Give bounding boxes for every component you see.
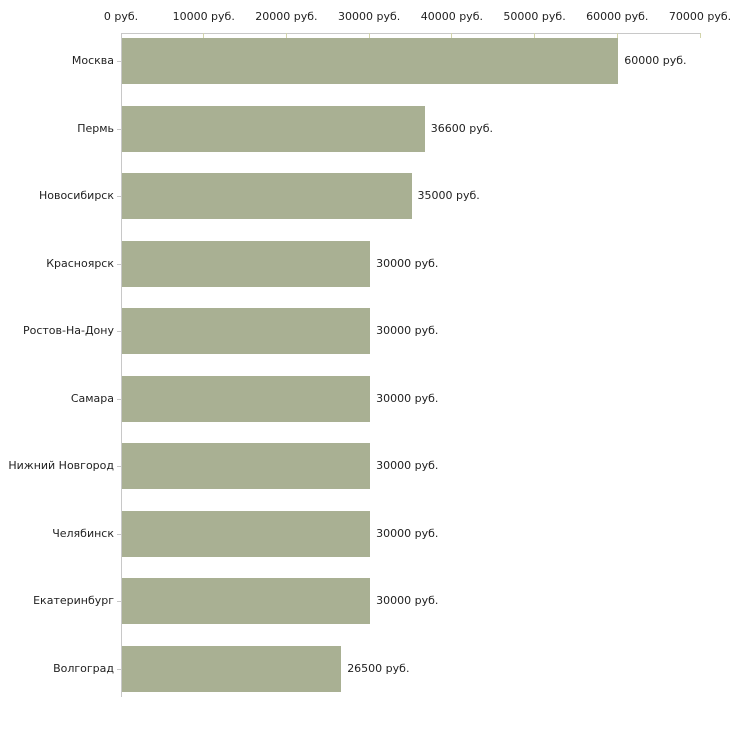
- value-label: 30000 руб.: [376, 324, 439, 337]
- y-tick-mark: [117, 263, 121, 265]
- bar: [122, 308, 371, 354]
- x-tick-mark: [616, 33, 618, 38]
- value-label: 30000 руб.: [376, 391, 439, 405]
- category-label: Волгоград: [53, 661, 114, 675]
- x-tick-mark: [534, 33, 536, 38]
- bar: [122, 240, 371, 287]
- category-label: Екатеринбург: [33, 594, 114, 607]
- x-tick-label: 10000 руб.: [172, 10, 235, 23]
- x-tick-label: 30000 руб.: [338, 10, 401, 23]
- y-tick-mark: [117, 398, 121, 400]
- category-label: Самара: [70, 391, 114, 405]
- category-label: Москва: [71, 54, 114, 67]
- bar: [122, 173, 412, 219]
- y-axis-line: [121, 33, 122, 697]
- y-tick-mark: [117, 533, 121, 535]
- y-tick-mark: [117, 331, 121, 332]
- y-tick-mark: [117, 466, 121, 467]
- value-label: 36600 руб.: [430, 121, 493, 135]
- bar: [122, 510, 371, 557]
- value-label: 30000 руб.: [376, 459, 439, 472]
- bar: [122, 645, 342, 692]
- category-label: Нижний Новгород: [8, 459, 114, 472]
- x-axis-line: [121, 33, 701, 34]
- category-label: Новосибирск: [38, 189, 114, 202]
- value-label: 35000 руб.: [417, 189, 480, 202]
- value-label: 60000 руб.: [624, 54, 687, 67]
- x-tick-mark: [368, 33, 370, 38]
- value-label: 30000 руб.: [376, 526, 439, 540]
- x-tick-label: 70000 руб.: [668, 10, 730, 23]
- value-label: 30000 руб.: [376, 594, 439, 607]
- category-label: Красноярск: [46, 256, 114, 270]
- bar: [122, 38, 619, 84]
- category-label: Ростов-На-Дону: [22, 324, 114, 337]
- x-tick-mark: [285, 33, 287, 38]
- x-tick-label: 50000 руб.: [503, 10, 566, 23]
- y-tick-mark: [117, 61, 121, 62]
- y-tick-mark: [117, 601, 121, 602]
- y-tick-mark: [117, 128, 121, 130]
- x-tick-mark: [451, 33, 453, 38]
- bar: [122, 443, 371, 489]
- x-tick-label: 40000 руб.: [420, 10, 483, 23]
- x-tick-label: 20000 руб.: [255, 10, 318, 23]
- category-label: Челябинск: [52, 526, 114, 540]
- y-tick-mark: [117, 196, 121, 197]
- bar: [122, 578, 371, 624]
- x-tick-label: 60000 руб.: [586, 10, 649, 23]
- value-label: 30000 руб.: [376, 256, 439, 270]
- bar: [122, 105, 425, 152]
- x-tick-mark: [120, 33, 122, 38]
- category-label: Пермь: [77, 121, 114, 135]
- bar: [122, 375, 371, 422]
- x-tick-mark: [203, 33, 205, 38]
- x-tick-label: 0 руб.: [103, 10, 139, 23]
- value-label: 26500 руб.: [347, 661, 410, 675]
- x-tick-mark: [699, 33, 701, 38]
- y-tick-mark: [117, 668, 121, 670]
